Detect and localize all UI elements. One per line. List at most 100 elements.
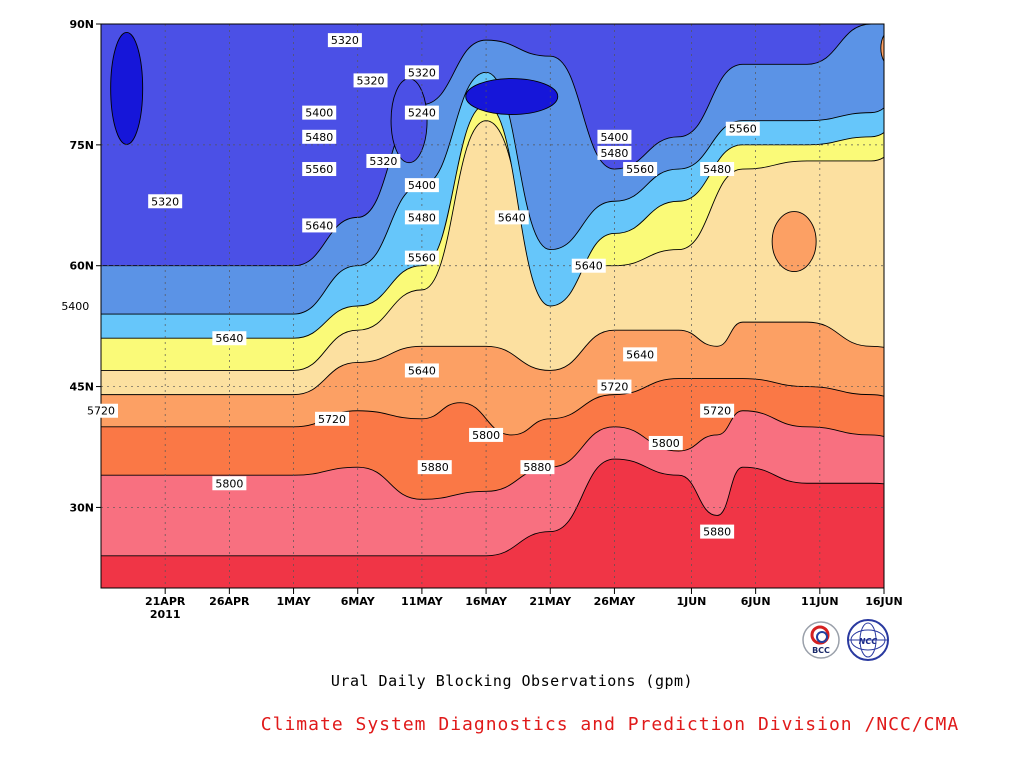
x-tick-label: 16JUN <box>865 595 903 608</box>
core-cut-off-june <box>903 171 943 247</box>
contour-label-text: 5880 <box>703 526 731 539</box>
x-tick-label: 1MAY <box>277 595 312 608</box>
contour-label-text: 5640 <box>408 364 436 377</box>
contour-label-box <box>315 411 350 426</box>
contour-label-box <box>700 162 735 177</box>
x-tick-label: 11JUN <box>801 595 839 608</box>
contour-label-box <box>302 162 337 177</box>
contour-label-text: 5320 <box>331 34 359 47</box>
contour-label-box <box>597 129 632 144</box>
contour-label-text: 5640 <box>215 332 243 345</box>
contour-label-text: 5880 <box>523 461 551 474</box>
y-tick-label: 75N <box>69 139 94 152</box>
contour-label: 5400 <box>302 105 337 120</box>
x-tick-year-label: 2011 <box>150 608 181 621</box>
contour-label-box <box>404 250 439 265</box>
contour-label: 5800 <box>212 476 247 491</box>
contour-label-box <box>404 105 439 120</box>
contour-label: 5480 <box>700 162 735 177</box>
contour-label-box <box>353 73 388 88</box>
contour-label-text: 5640 <box>626 348 654 361</box>
contour-label: 5800 <box>469 427 504 442</box>
contour-label-box <box>700 403 735 418</box>
contour-label-text: 5560 <box>626 163 654 176</box>
y-axis: 30N 45N 60N 75N 90N <box>69 18 101 514</box>
x-tick-label: 11MAY <box>401 595 444 608</box>
contour-label-box <box>58 299 93 313</box>
contour-label-text: 5400 <box>408 179 436 192</box>
core-low-west <box>110 32 144 145</box>
contour-label: 5640 <box>571 258 606 273</box>
contour-label-text: 5720 <box>703 405 731 418</box>
contour-fills <box>101 24 943 588</box>
contour-label-text: 5240 <box>408 107 436 120</box>
contour-label: 5560 <box>404 250 439 265</box>
contour-label-text: 5400 <box>61 300 89 313</box>
contour-label: 5320 <box>353 73 388 88</box>
contour-label: 5880 <box>417 460 452 475</box>
contour-label-box <box>623 347 658 362</box>
contour-label: 5320 <box>327 33 362 48</box>
y-tick-label: 60N <box>69 260 94 273</box>
contour-label: 5240 <box>404 105 439 120</box>
contour-label-box <box>494 210 529 225</box>
chart-title: Ural Daily Blocking Observations (gpm) <box>330 672 694 690</box>
y-tick-label: 30N <box>69 501 94 514</box>
contour-label-box <box>404 363 439 378</box>
contour-label-text: 5560 <box>729 123 757 136</box>
contour-label-text: 5400 <box>600 131 628 144</box>
contour-label-text: 5480 <box>408 211 436 224</box>
contour-label-box <box>597 145 632 160</box>
contour-label: 5400 <box>58 299 93 313</box>
contour-label: 5880 <box>700 524 735 539</box>
contour-label-box <box>469 427 504 442</box>
x-tick-label: 21APR <box>145 595 186 608</box>
contour-label: 5640 <box>404 363 439 378</box>
contour-label-box <box>725 121 760 136</box>
contour-label-box <box>366 153 401 168</box>
contour-label-text: 5800 <box>215 477 243 490</box>
ncc-logo: NCC <box>847 619 889 661</box>
contour-label: 5640 <box>212 331 247 346</box>
contour-label: 5720 <box>84 403 118 418</box>
contour-label-box <box>302 129 337 144</box>
core-ridge-north <box>880 34 884 63</box>
contour-label-box <box>404 210 439 225</box>
contour-label-text: 5640 <box>575 260 603 273</box>
contour-label-box <box>700 524 735 539</box>
contour-label-box <box>327 33 362 48</box>
contour-label: 5400 <box>597 129 632 144</box>
contour-label-text: 5320 <box>357 74 385 87</box>
contour-label-box <box>404 178 439 193</box>
x-tick-label: 1JUN <box>677 595 707 608</box>
grid <box>101 24 884 588</box>
contour-label: 5320 <box>366 153 401 168</box>
contour-label: 5320 <box>148 194 183 209</box>
contour-label-text: 5640 <box>498 211 526 224</box>
contour-label-text: 5560 <box>305 163 333 176</box>
plot-frame <box>100 23 885 589</box>
contour-label-text: 5720 <box>318 413 346 426</box>
contour-label-text: 5640 <box>305 219 333 232</box>
bcc-logo: BCC <box>802 621 840 659</box>
contour-label: 5720 <box>597 379 632 394</box>
contour-label-box <box>648 435 683 450</box>
contour-label-box <box>571 258 606 273</box>
core-ridge-june <box>771 211 817 272</box>
y-tick-label: 45N <box>69 381 94 394</box>
footer-credit: Climate System Diagnostics and Predictio… <box>260 714 960 735</box>
contour-label-text: 5320 <box>369 155 397 168</box>
contour-label-text: 5880 <box>421 461 449 474</box>
x-tick-label: 21MAY <box>529 595 572 608</box>
y-tick-label: 90N <box>69 18 94 31</box>
contour-label-text: 5480 <box>703 163 731 176</box>
contour-label: 5560 <box>623 162 658 177</box>
x-tick-label: 6JUN <box>741 595 771 608</box>
contour-label: 5800 <box>648 435 683 450</box>
contour-label: 5480 <box>597 145 632 160</box>
contour-label-text: 5720 <box>600 381 628 394</box>
ncc-logo-text: NCC <box>859 637 878 646</box>
contour-label: 5480 <box>404 210 439 225</box>
